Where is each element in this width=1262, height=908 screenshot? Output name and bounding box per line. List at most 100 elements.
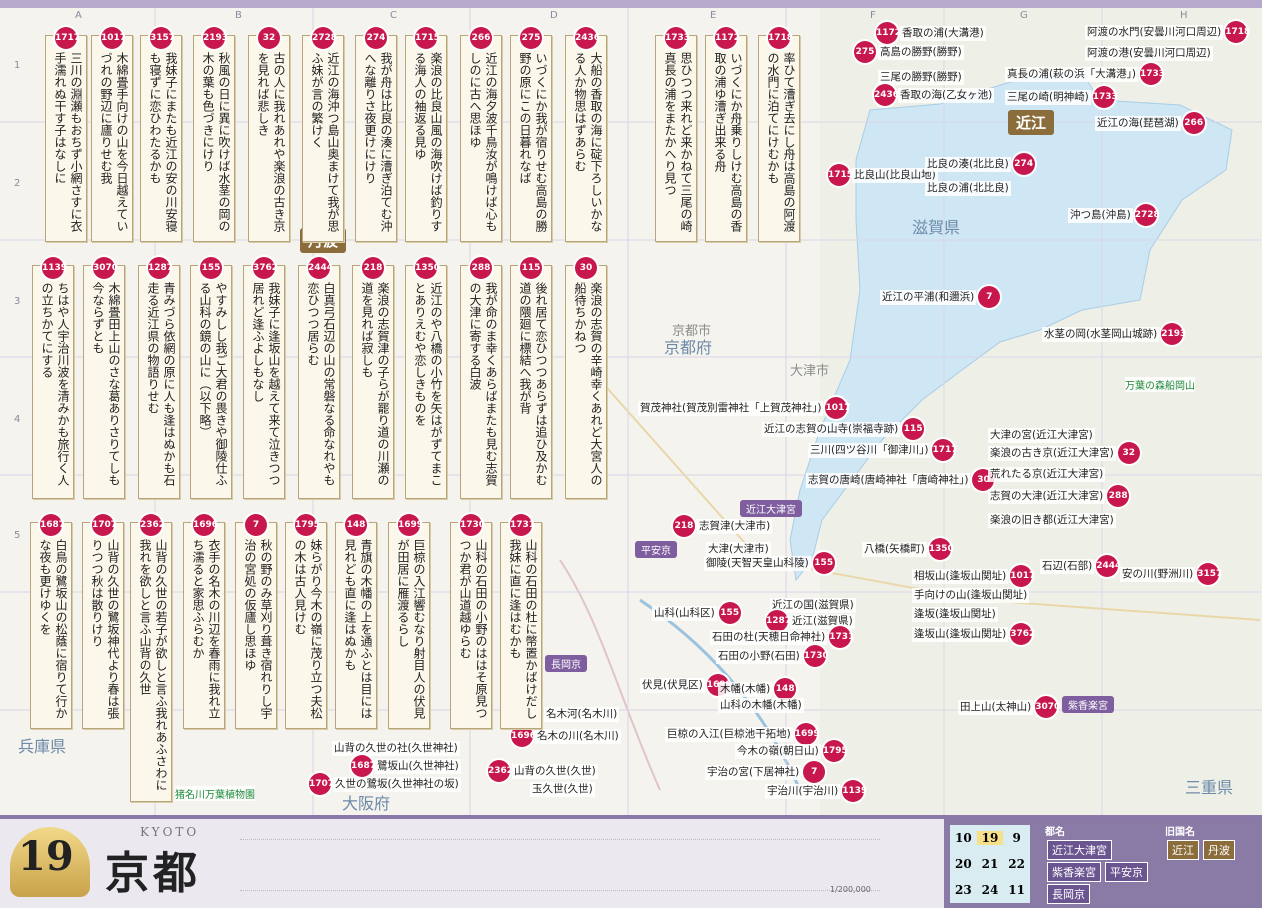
- place-name: 巨椋の入江(巨椋池干拓地): [667, 728, 791, 740]
- poem-number: 1350: [415, 257, 440, 279]
- grid-column-label: E: [710, 10, 717, 21]
- region-label: 三重県: [1185, 778, 1234, 797]
- emblem: [10, 827, 90, 897]
- place-name: 香取の浦(大溝港): [902, 27, 984, 39]
- map: ABCDEFGH12345近江丹波滋賀県京都府京都市大阪府兵庫県三重県大津市万葉…: [0, 0, 1262, 815]
- place-label: 伏見(伏見区)1699: [640, 674, 732, 696]
- grid-column-label: F: [870, 10, 876, 21]
- index-map-cell: 22: [1008, 857, 1025, 871]
- poem-text: 三川の淵瀬もおちず小網さすに衣手濡れぬ干す子はなしに: [53, 52, 83, 232]
- place-name: 宇治川(宇治川): [767, 785, 839, 797]
- poem-text: 我が舟は比良の湊に漕ぎ泊てむ沖へな離りさ夜更けにけり: [363, 52, 393, 232]
- place-poem-number: 115: [902, 418, 925, 440]
- place-name: 久世の鷺坂(久世神社の坂): [335, 778, 459, 790]
- place-label: 石田の小野(石田) 1730: [716, 645, 829, 667]
- capital-tag: 紫香楽宮: [1047, 862, 1101, 882]
- poem-text: 妹らがり今木の嶺に茂り立つ夫松の木は古人見けむ: [293, 539, 323, 719]
- place-label: 楽浪の旧き都(近江大津宮): [988, 513, 1116, 528]
- poem-card: 1696 衣手の名木の川辺を春雨に我れ立ち濡ると家思ふらむか: [183, 514, 225, 729]
- place-poem-number: 155: [812, 552, 835, 574]
- poem-text: 木綿畳田上山のさな葛ありさりてしも今ならずとも: [91, 282, 121, 486]
- place-name: 八橋(矢橋町): [864, 543, 925, 555]
- region-label: 万葉の森船岡山: [1125, 377, 1195, 392]
- region-label: 近江大津宮: [740, 500, 802, 517]
- place-name: 近江の国(滋賀県): [772, 599, 854, 611]
- region-label: 平安京: [635, 541, 677, 558]
- place-label: 賀茂神社(賀茂別雷神社「上賀茂神社」) 1017: [638, 397, 851, 419]
- poem-text: 山科の石田の杜に幣置かばけだし我妹に直に逢はむかも: [508, 539, 538, 719]
- index-map-cell: 11: [1008, 883, 1025, 897]
- place-name: 山背の久世の社(久世神社): [334, 742, 458, 754]
- place-poem-number: 1730: [803, 645, 829, 667]
- place-name: 山科(山科区): [654, 607, 715, 619]
- place-label: 志賀の大津(近江大津宮) 288: [988, 485, 1130, 507]
- place-label: 名木の川(名木川) 1696: [511, 725, 621, 747]
- place-label: 宇治の宮(下居神社) 7: [705, 761, 826, 783]
- region-label: 大津市: [790, 364, 830, 379]
- poem-text: 楽浪の比良山風の海吹けば釣りする海人の袖返る見ゆ: [413, 52, 443, 232]
- poem-number: 3157: [150, 27, 175, 49]
- place-name: 近江の海(琵琶湖): [1097, 117, 1179, 129]
- place-label: 今木の嶺(朝日山) 1795: [735, 740, 848, 762]
- poem-card: 1017 木綿畳手向けの山を今日越えていづれの野辺に廬りせむ我: [91, 27, 133, 242]
- poem-number: 1699: [398, 514, 423, 536]
- place-label: 楽浪の古き京(近江大津宮) 32: [988, 442, 1140, 464]
- place-label: 阿渡の水門(安曇川河口周辺) 1718: [1085, 21, 1250, 43]
- place-poem-number: 1795: [822, 740, 848, 762]
- index-map-cell: 19: [976, 831, 1004, 845]
- place-name: 山科の木幡(木幡): [720, 699, 802, 711]
- capital-tag: 長岡京: [1047, 884, 1090, 904]
- place-poem-number: 1696: [511, 725, 536, 747]
- place-name: 比良の浦(北比良): [927, 182, 1009, 194]
- poem-number: 288: [470, 257, 492, 279]
- place-poem-number: 275: [854, 41, 876, 63]
- poem-text: 率ひて漕ぎ去にし舟は高島の阿渡の水門に泊てにけむかも: [766, 52, 796, 232]
- capitals-heading: 都名: [1045, 827, 1065, 838]
- poem-text: 楽浪の志賀の辛崎幸くあれど大宮人の船待ちかねつ: [573, 282, 603, 486]
- poem-text: 我妹子にまたも近江の安の川安寝も寝ずに恋ひわたるかも: [148, 52, 178, 232]
- top-band: [0, 0, 1262, 8]
- place-poem-number: 148: [774, 678, 797, 700]
- poem-card: 1795 妹らがり今木の嶺に茂り立つ夫松の木は古人見けむ: [285, 514, 327, 729]
- place-name: 阿渡の港(安曇川河口周辺): [1087, 47, 1211, 59]
- place-poem-number: 1172: [876, 22, 901, 44]
- place-label: 香取の浦(大溝港) 1172: [876, 22, 986, 44]
- poem-text: いづくにか舟乗りしけむ高島の香取の浦ゆ漕ぎ出来る舟: [713, 52, 743, 232]
- place-label: 山背の久世(久世) 2362: [488, 760, 598, 782]
- place-poem-number: 7: [978, 286, 1001, 308]
- poem-text: 近江の海沖つ島山奥まけて我が思ふ妹が言の繁けく: [310, 52, 340, 232]
- place-label: 宇治川(宇治川) 1139: [765, 780, 867, 802]
- place-name: 大津の宮(近江大津宮): [990, 429, 1093, 441]
- place-name: 手向けの山(逢坂山関址): [914, 589, 1028, 601]
- place-label: 近江の海(琵琶湖) 266: [1095, 112, 1205, 134]
- poem-text: 大船の香取の海に碇下ろしいかなる人か物思はずあらむ: [573, 52, 603, 232]
- place-label: 名木河(名木川): [544, 707, 620, 722]
- place-label: 玉久世(久世): [530, 782, 595, 797]
- poem-card: 148 青旗の木幡の上を通ふとは目には見れども直に逢はぬかも: [335, 514, 377, 729]
- place-name: 伏見(伏見区): [642, 679, 703, 691]
- place-poem-number: 1350: [928, 538, 954, 560]
- poem-card: 2728 近江の海沖つ島山奥まけて我が思ふ妹が言の繁けく: [302, 27, 344, 242]
- poem-text: 秋風の日に異に吹けば水茎の岡の木の葉も色づきにけり: [201, 52, 231, 232]
- place-poem-number: 1718: [1225, 21, 1250, 43]
- poem-card: 2362 山背の久世の若子が欲しと言ふ我れあふさわに我れを欲しと言ふ山背の久世: [130, 514, 172, 802]
- place-label: 三川(四ツ谷川「御津川」) 1717: [808, 439, 958, 461]
- place-poem-number: 1731: [829, 626, 854, 648]
- poem-text: 青みづら依網の原に人も逢はぬかも石走る近江県の物語りせむ: [146, 282, 176, 486]
- place-poem-number: 1287: [766, 610, 791, 632]
- place-poem-number: 1707: [309, 773, 334, 795]
- place-name: 今木の嶺(朝日山): [737, 745, 819, 757]
- poem-number: 2362: [140, 514, 165, 536]
- poem-card: 1687 白鳥の鷺坂山の松蔭に宿りて行かな夜も更けゆくを: [30, 514, 72, 729]
- poem-number: 1717: [55, 27, 80, 49]
- place-label: 香取の海(乙女ヶ池) 2436: [874, 84, 995, 106]
- grid-row-label: 5: [14, 530, 21, 541]
- grid-row-label: 3: [14, 296, 21, 307]
- poem-text: 山背の久世の若子が欲しと言ふ我れあふさわに我れを欲しと言ふ山背の久世: [138, 539, 168, 791]
- poem-text: 木綿畳手向けの山を今日越えていづれの野辺に廬りせむ我: [99, 52, 129, 232]
- place-poem-number: 288: [1107, 485, 1130, 507]
- place-label: 近江の志賀の山寺(崇福寺跡) 115: [762, 418, 925, 440]
- poem-number: 1795: [295, 514, 320, 536]
- poem-card: 30 楽浪の志賀の辛崎幸くあれど大宮人の船待ちかねつ: [565, 257, 607, 499]
- poem-card: 1287 青みづら依網の原に人も逢はぬかも石走る近江県の物語りせむ: [138, 257, 180, 499]
